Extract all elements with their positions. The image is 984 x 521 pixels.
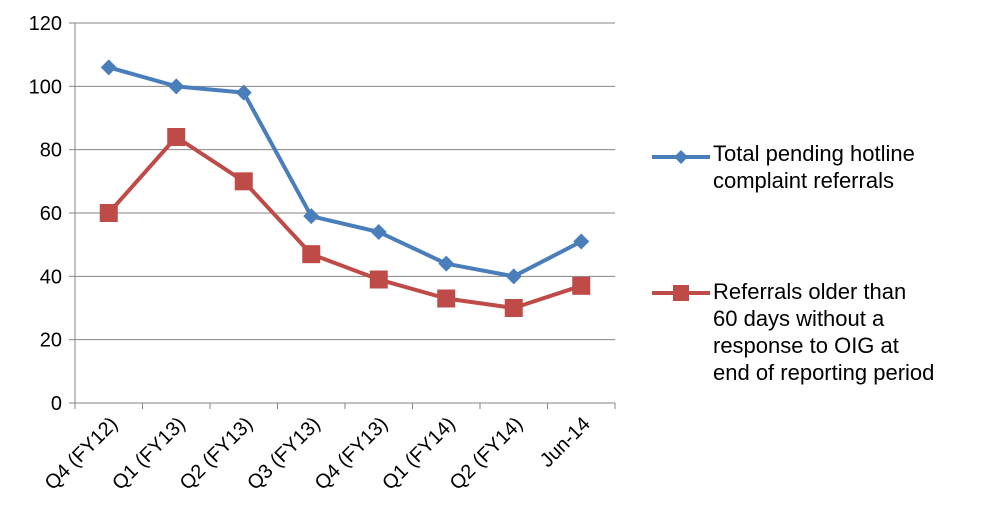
legend-label-total-pending: Total pending hotline complaint referral… (713, 141, 915, 193)
data-point-square (99, 204, 118, 222)
data-point-diamond (573, 233, 590, 250)
y-tick-label: 20 (40, 330, 62, 352)
data-point-diamond (438, 255, 455, 272)
x-tick-label: Q4 (FY12) (41, 413, 123, 495)
data-point-square (437, 289, 456, 308)
x-tick-label: Q2 (FY13) (176, 413, 258, 495)
x-tick-label: Q3 (FY13) (243, 413, 325, 495)
data-point-diamond (370, 224, 387, 240)
y-tick-label: 60 (40, 203, 62, 225)
series-line-1 (108, 65, 583, 279)
diamond-icon (652, 150, 710, 164)
x-tick-label: Q2 (FY14) (446, 413, 528, 495)
y-tick-labels: 0 20 40 60 80 100 120 (29, 13, 62, 415)
y-tick-label: 100 (29, 76, 62, 98)
data-point-diamond (303, 208, 320, 225)
data-point-square (504, 299, 523, 317)
legend-label-older-than-60-days: Referrals older than 60 days without a r… (713, 279, 935, 385)
gridlines (75, 22, 615, 341)
data-point-square (234, 172, 253, 191)
x-tick-labels: Q4 (FY12)Q1 (FY13)Q2 (FY13)Q3 (FY13)Q4 (… (41, 413, 595, 495)
data-point-diamond (168, 78, 185, 95)
data-point-square (302, 245, 321, 264)
data-point-square (572, 276, 591, 295)
data-point-diamond (505, 268, 522, 285)
x-tick-label: Q1 (FY13) (108, 413, 190, 495)
x-tick-label: Q4 (FY13) (311, 413, 393, 495)
y-tick-label: 40 (40, 266, 62, 288)
data-point-square (369, 270, 388, 289)
y-tick-label: 0 (51, 393, 62, 415)
x-tick-label: Q1 (FY14) (378, 413, 460, 495)
data-point-diamond (100, 59, 117, 76)
y-tick-label: 80 (40, 140, 62, 162)
series-line-2 (107, 135, 582, 310)
y-tick-label: 120 (29, 13, 62, 35)
data-point-square (167, 128, 186, 146)
square-icon (652, 285, 710, 301)
series-lines (99, 59, 591, 317)
axes (69, 22, 616, 409)
x-tick-label: Jun-14 (536, 413, 595, 472)
data-point-diamond (235, 84, 252, 101)
